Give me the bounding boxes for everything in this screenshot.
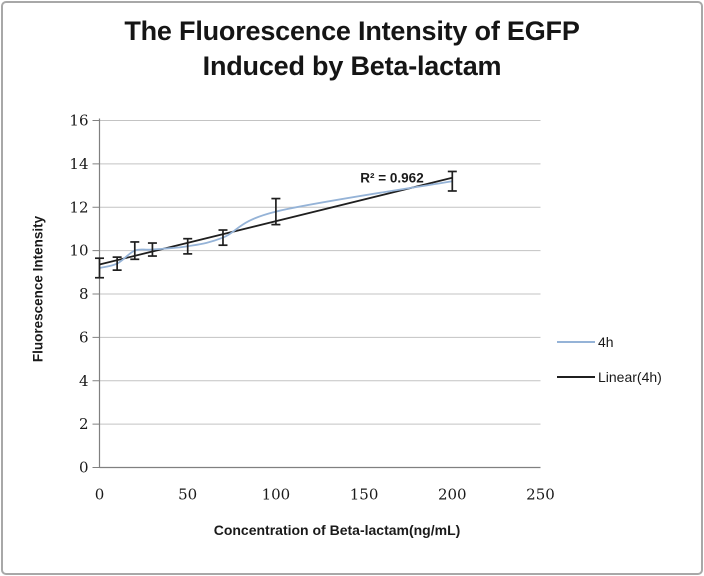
chart-title: The Fluorescence Intensity of EGFP Induc…: [0, 14, 704, 84]
legend-item-linear-4h-: Linear(4h): [557, 367, 662, 387]
legend-label: 4h: [598, 334, 614, 350]
x-tick-label: 250: [526, 486, 555, 504]
x-tick-label: 100: [262, 486, 291, 504]
y-tick-label: 4: [79, 372, 89, 390]
series-line-4h: [99, 180, 453, 269]
x-tick-label: 50: [178, 486, 197, 504]
legend-item-4h: 4h: [557, 332, 662, 352]
y-tick-label: 2: [79, 415, 89, 433]
y-tick-label: 12: [69, 198, 88, 216]
chart-title-line-2: Induced by Beta-lactam: [202, 51, 502, 81]
y-tick-label: 10: [69, 242, 88, 260]
y-tick-label: 6: [79, 328, 89, 346]
y-axis-title: Fluorescence Intensity: [30, 215, 46, 363]
y-tick-label: 0: [79, 459, 89, 477]
x-tick-label: 200: [438, 486, 467, 504]
legend-label: Linear(4h): [598, 369, 662, 385]
x-tick-label: 150: [350, 486, 379, 504]
legend-line-sample: [557, 376, 595, 378]
y-tick-label: 14: [69, 155, 88, 173]
r-squared-annotation: R² = 0.962: [360, 170, 424, 186]
x-axis-title: Concentration of Beta-lactam(ng/mL): [213, 522, 461, 538]
y-tick-label: 8: [79, 285, 89, 303]
legend-line-sample: [557, 341, 595, 343]
chart-title-line-1: The Fluorescence Intensity of EGFP: [124, 16, 580, 46]
x-tick-label: 0: [95, 486, 105, 504]
y-tick-label: 16: [69, 112, 88, 130]
legend: 4h Linear(4h): [557, 332, 662, 402]
